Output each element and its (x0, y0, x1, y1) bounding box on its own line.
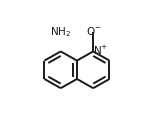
Text: NH$_2$: NH$_2$ (50, 25, 71, 39)
Text: O$^{-}$: O$^{-}$ (86, 25, 102, 37)
Text: N$^{+}$: N$^{+}$ (93, 44, 109, 57)
